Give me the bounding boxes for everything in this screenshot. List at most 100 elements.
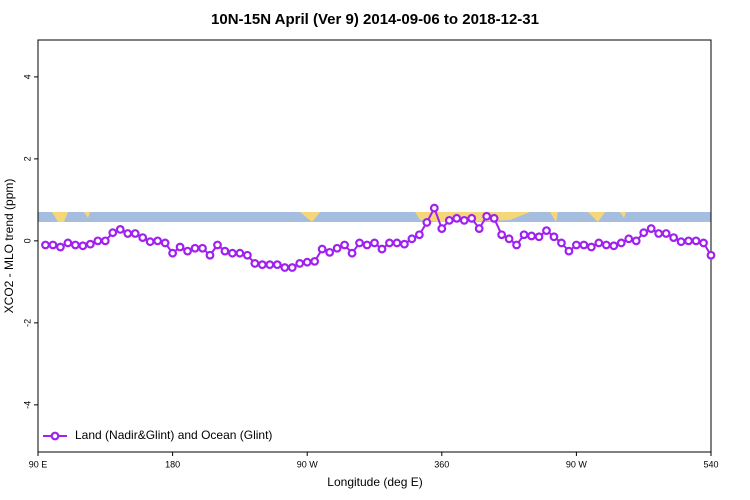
point (542, 226, 551, 236)
point (242, 250, 252, 260)
point (168, 248, 178, 258)
x-tick-label: 90 W (566, 459, 588, 469)
point (332, 243, 342, 253)
ocean-band (38, 212, 711, 222)
point (400, 239, 409, 249)
point (340, 240, 349, 250)
point (153, 236, 163, 246)
point (123, 229, 133, 238)
point (564, 246, 574, 256)
point (160, 238, 170, 248)
point (452, 213, 462, 223)
point (497, 230, 507, 240)
point (325, 247, 335, 257)
y-tick-label: -4 (22, 401, 32, 409)
point (265, 260, 275, 270)
point (130, 229, 140, 238)
point (317, 244, 327, 254)
point (661, 229, 671, 238)
y-axis-label: XCO2 - MLO trend (ppm) (2, 179, 16, 314)
point (63, 238, 73, 248)
point (549, 232, 559, 242)
point (669, 233, 679, 242)
point (489, 213, 499, 223)
x-axis-label: Longitude (deg E) (327, 475, 422, 489)
point (56, 242, 65, 252)
y-tick-label: 0 (22, 238, 32, 243)
point (355, 238, 364, 248)
point (48, 240, 58, 250)
point (414, 230, 424, 240)
point (527, 231, 536, 241)
point (437, 224, 447, 233)
point (684, 236, 693, 246)
point (572, 240, 581, 250)
x-tick-label: 540 (703, 459, 718, 469)
point (198, 243, 207, 253)
point (699, 238, 708, 248)
point (601, 240, 611, 250)
point (654, 229, 664, 238)
point (676, 237, 686, 247)
point (422, 218, 432, 227)
point (287, 263, 297, 272)
point (504, 234, 514, 244)
x-tick-label: 90 E (29, 459, 48, 469)
legend-marker (50, 431, 60, 441)
point (429, 203, 439, 213)
point (646, 224, 656, 233)
point (594, 238, 604, 248)
point (100, 236, 110, 246)
point (624, 234, 634, 244)
point (115, 224, 125, 234)
point (385, 238, 394, 248)
point (459, 215, 469, 225)
point (213, 240, 222, 250)
y-tick-label: -2 (22, 319, 32, 327)
point (392, 238, 402, 248)
point (534, 232, 544, 242)
point (228, 248, 237, 258)
legend-label: Land (Nadir&Glint) and Ocean (Glint) (75, 428, 272, 442)
point (280, 263, 290, 272)
y-tick-label: 2 (22, 156, 32, 161)
point (557, 238, 566, 248)
point (250, 259, 260, 268)
point (482, 211, 492, 221)
point (347, 248, 357, 258)
point (706, 250, 716, 260)
point (377, 244, 387, 254)
point (190, 243, 200, 253)
point (272, 260, 282, 270)
point (183, 246, 192, 256)
x-tick-label: 360 (434, 459, 449, 469)
point (474, 224, 484, 233)
point (138, 233, 148, 242)
point (108, 228, 118, 238)
point (370, 238, 379, 248)
point (145, 237, 155, 247)
point (257, 260, 267, 270)
point (512, 240, 521, 250)
point (609, 241, 619, 251)
chart-title: 10N-15N April (Ver 9) 2014-09-06 to 2018… (211, 11, 539, 28)
point (616, 238, 626, 248)
land-patch (52, 212, 626, 222)
point (691, 236, 701, 246)
y-tick-label: 4 (22, 74, 32, 79)
point (519, 230, 529, 240)
point (41, 240, 50, 250)
point (444, 215, 454, 225)
land-strip (38, 212, 711, 222)
point (407, 234, 417, 244)
point (310, 256, 320, 266)
point (467, 213, 477, 223)
point (70, 240, 80, 250)
point (205, 250, 215, 260)
point (235, 248, 245, 258)
point (295, 259, 305, 268)
point (78, 241, 88, 251)
point (93, 236, 103, 246)
point (85, 239, 95, 249)
